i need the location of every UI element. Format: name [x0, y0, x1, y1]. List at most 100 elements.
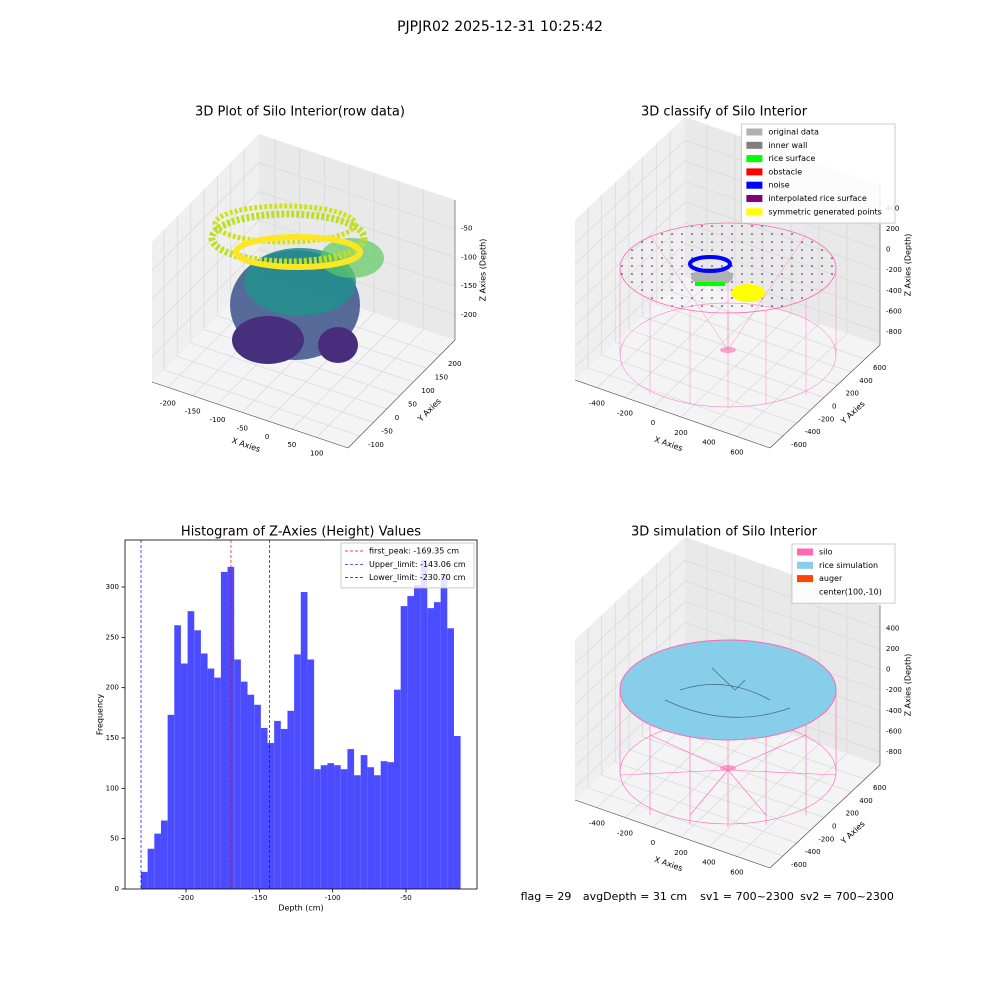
grid-line: [736, 593, 848, 857]
legend-swatch: [746, 155, 763, 163]
legend-label: rice simulation: [819, 561, 878, 570]
histogram-bar: [154, 833, 161, 889]
y-axis: [769, 764, 881, 869]
z-tick-label: -400: [886, 287, 902, 295]
legend-swatch: [746, 141, 763, 149]
y-tick-label: -200: [818, 835, 834, 843]
legend-box: [740, 123, 896, 224]
y-axis-label: Y Axies: [839, 819, 867, 846]
y-tick-label: 0: [832, 822, 836, 830]
z-tick-label: -800: [886, 328, 902, 336]
z-axis-label: Z Axies (Depth): [904, 654, 913, 717]
grid-line: [574, 181, 881, 285]
grid-line: [574, 559, 881, 664]
histogram-bar: [374, 775, 381, 889]
z-tick-label: -200: [886, 266, 902, 274]
grid-line: [628, 589, 825, 818]
x-tick-label: -200: [160, 399, 176, 407]
x-tick-label: -200: [617, 829, 633, 837]
cloud: [208, 210, 368, 266]
histogram-bar: [340, 769, 348, 889]
y-tick-label: 300: [106, 583, 119, 591]
legend-swatch: [797, 575, 813, 583]
x-tick-label: 600: [730, 868, 743, 876]
x-tick-label: -150: [251, 894, 267, 902]
histogram-bar: [180, 663, 188, 889]
y-tick-label: 0: [832, 402, 836, 410]
z-tick-label: -200: [886, 686, 902, 694]
chart-title: 3D classify of Silo Interior: [641, 105, 808, 120]
chart-title: Histogram of Z-Axies (Height) Values: [181, 525, 421, 540]
y-axis: [769, 344, 881, 449]
histogram-bar: [220, 571, 228, 889]
grid-line: [642, 576, 838, 806]
x-axis: [574, 379, 771, 449]
grid-line: [574, 580, 881, 685]
histogram-bar: [214, 677, 221, 889]
cloud: [731, 284, 765, 302]
histogram-bar: [287, 710, 295, 889]
grid-line: [203, 189, 401, 396]
histogram-bar: [294, 654, 301, 889]
histogram-bar: [327, 763, 335, 889]
y-tick-label: 200: [106, 684, 119, 692]
grid-line: [642, 156, 838, 386]
histogram-bar: [274, 720, 281, 889]
y-tick-label: 100: [106, 784, 119, 792]
histogram-bar: [440, 573, 448, 889]
y-tick-label: -600: [791, 861, 807, 869]
legend-label: Lower_limit: -230.70 cm: [369, 573, 466, 582]
chart-title: 3D simulation of Silo Interior: [631, 525, 818, 540]
histogram-bar: [420, 559, 428, 889]
z-tick-label: -150: [461, 282, 477, 290]
legend-label: symmetric generated points: [768, 207, 881, 216]
z-tick-label: 200: [886, 225, 899, 233]
z-tick-label: 200: [886, 645, 899, 653]
x-tick-label: 0: [651, 839, 655, 847]
legend-swatch: [746, 181, 763, 189]
grid-line: [266, 172, 375, 422]
grid-line: [151, 248, 456, 358]
cloud: [233, 234, 363, 270]
x-tick-label: 400: [702, 859, 715, 867]
legend-label: obstacle: [768, 167, 802, 176]
status-text: sv1 = 700~2300: [700, 890, 794, 903]
grid-line: [151, 190, 456, 300]
grid-line: [176, 216, 374, 423]
histogram-bar: [453, 735, 461, 889]
histogram-bar: [387, 762, 395, 889]
y-axis-label: Y Axies: [839, 399, 867, 426]
grid-line: [614, 602, 811, 831]
grid-line: [316, 189, 425, 438]
y-tick-label: 200: [448, 360, 461, 368]
legend-label: inner wall: [768, 141, 807, 150]
z-axis-label: Z Axies (Depth): [904, 234, 913, 297]
z-tick-label: -400: [886, 707, 902, 715]
grid-line: [163, 229, 361, 437]
pane-left: [575, 117, 685, 380]
y-tick-label: -600: [791, 441, 807, 449]
y-tick-label: 400: [859, 797, 872, 805]
legend-swatch: [746, 208, 763, 216]
grid-line: [601, 195, 797, 424]
grid-line: [151, 219, 456, 329]
pane-left: [152, 134, 259, 382]
status-text: flag = 29: [521, 890, 572, 903]
x-axis-label: X Axies: [231, 436, 262, 454]
point-clouds: [208, 203, 837, 827]
z-axis-label: Z Axies (Depth): [479, 239, 488, 302]
histogram-bar: [320, 765, 328, 889]
histogram-bar: [234, 659, 241, 889]
histogram-bar: [254, 704, 261, 889]
x-tick-label: 400: [702, 439, 715, 447]
x-tick-label: -100: [210, 416, 226, 424]
histogram-bar: [367, 767, 375, 889]
plot-frame: [124, 539, 478, 890]
status-text: sv2 = 700~2300: [800, 890, 894, 903]
legend-label: original data: [768, 128, 819, 137]
y-axis-label: Y Axies: [415, 397, 442, 425]
y-tick-label: -200: [818, 415, 834, 423]
histogram-bar: [360, 755, 368, 889]
histogram-bar: [267, 743, 275, 889]
